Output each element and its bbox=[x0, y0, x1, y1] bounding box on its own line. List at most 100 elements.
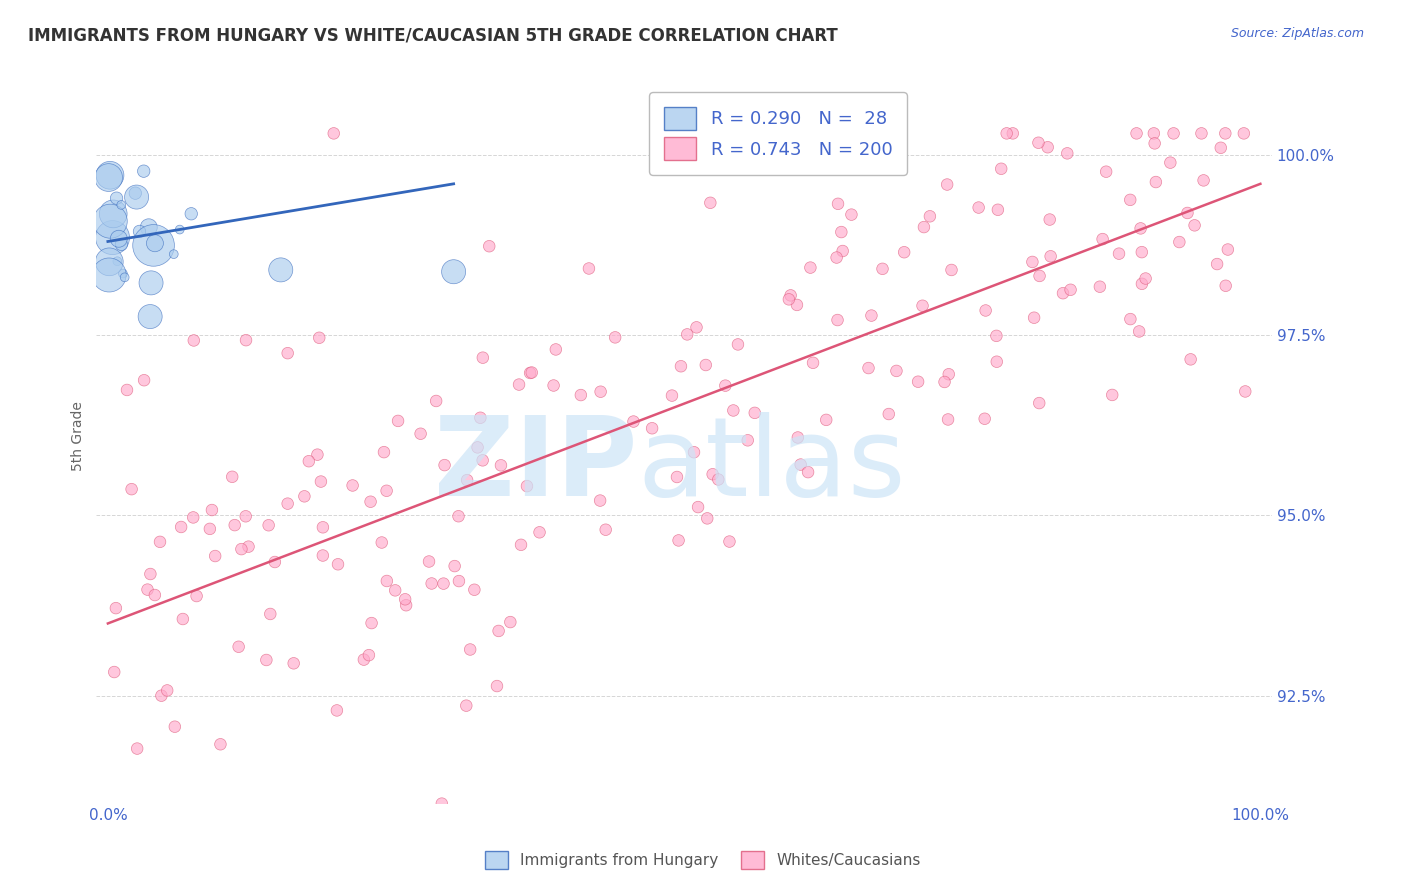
Point bbox=[936, 178, 959, 192]
Point bbox=[974, 303, 997, 318]
Point bbox=[827, 196, 849, 211]
Point bbox=[114, 270, 136, 285]
Point bbox=[1215, 278, 1237, 293]
Point bbox=[779, 288, 801, 302]
Point bbox=[1021, 255, 1043, 269]
Point bbox=[259, 607, 281, 621]
Point bbox=[1119, 312, 1142, 326]
Point bbox=[1108, 246, 1130, 260]
Point bbox=[699, 195, 721, 210]
Point bbox=[149, 534, 172, 549]
Point bbox=[425, 394, 447, 409]
Point bbox=[936, 412, 959, 426]
Point bbox=[683, 445, 706, 459]
Point bbox=[186, 589, 208, 603]
Point bbox=[841, 208, 863, 222]
Point bbox=[589, 384, 612, 399]
Point bbox=[986, 329, 1008, 343]
Point bbox=[110, 198, 132, 212]
Point bbox=[1209, 141, 1232, 155]
Point bbox=[101, 230, 124, 244]
Point bbox=[1119, 193, 1142, 207]
Point bbox=[443, 265, 465, 279]
Point bbox=[912, 220, 935, 235]
Text: ZIP: ZIP bbox=[433, 412, 637, 519]
Point bbox=[263, 555, 285, 569]
Point bbox=[420, 576, 443, 591]
Point bbox=[510, 538, 533, 552]
Point bbox=[1022, 310, 1045, 325]
Point bbox=[967, 201, 990, 215]
Point bbox=[180, 207, 202, 221]
Text: Source: ZipAtlas.com: Source: ZipAtlas.com bbox=[1230, 27, 1364, 40]
Point bbox=[221, 470, 243, 484]
Point bbox=[142, 238, 165, 252]
Point bbox=[1039, 249, 1062, 263]
Point bbox=[312, 520, 335, 534]
Point bbox=[181, 510, 204, 524]
Point bbox=[360, 494, 382, 508]
Point bbox=[136, 582, 159, 597]
Point bbox=[489, 458, 512, 473]
Point bbox=[418, 554, 440, 568]
Point bbox=[1001, 127, 1024, 141]
Point bbox=[872, 261, 894, 276]
Point bbox=[689, 127, 711, 141]
Point bbox=[702, 467, 724, 482]
Point bbox=[326, 558, 349, 572]
Point bbox=[686, 500, 709, 514]
Point bbox=[986, 355, 1008, 369]
Point bbox=[375, 483, 398, 498]
Point bbox=[789, 458, 811, 472]
Point bbox=[307, 448, 329, 462]
Point bbox=[228, 640, 250, 654]
Point bbox=[235, 333, 257, 347]
Point bbox=[1191, 127, 1213, 141]
Point bbox=[125, 190, 148, 204]
Point bbox=[172, 612, 194, 626]
Point bbox=[815, 413, 838, 427]
Point bbox=[254, 653, 277, 667]
Point bbox=[1159, 155, 1181, 169]
Point bbox=[516, 479, 538, 493]
Point bbox=[934, 375, 956, 389]
Point bbox=[665, 470, 688, 484]
Point bbox=[1052, 286, 1074, 301]
Point bbox=[623, 415, 645, 429]
Point bbox=[471, 351, 494, 365]
Point bbox=[1036, 140, 1059, 154]
Point bbox=[139, 310, 162, 324]
Point bbox=[105, 191, 128, 205]
Point bbox=[283, 657, 305, 671]
Point bbox=[143, 236, 166, 251]
Point bbox=[395, 599, 418, 613]
Point bbox=[257, 518, 280, 533]
Point bbox=[520, 366, 543, 380]
Point bbox=[485, 679, 508, 693]
Point bbox=[198, 522, 221, 536]
Point bbox=[387, 414, 409, 428]
Point bbox=[360, 616, 382, 631]
Point bbox=[827, 313, 849, 327]
Point bbox=[1129, 221, 1152, 235]
Point bbox=[589, 493, 612, 508]
Point bbox=[132, 164, 155, 178]
Point bbox=[432, 576, 454, 591]
Point bbox=[661, 388, 683, 402]
Point bbox=[115, 383, 138, 397]
Point bbox=[308, 331, 330, 345]
Point bbox=[860, 309, 883, 323]
Point bbox=[143, 588, 166, 602]
Point bbox=[778, 293, 800, 307]
Point bbox=[1143, 127, 1166, 141]
Point bbox=[294, 489, 316, 503]
Point bbox=[139, 276, 162, 290]
Point bbox=[707, 473, 730, 487]
Point bbox=[714, 378, 737, 392]
Point bbox=[1056, 146, 1078, 161]
Point bbox=[941, 263, 963, 277]
Point bbox=[499, 615, 522, 629]
Point bbox=[918, 209, 941, 223]
Point bbox=[209, 737, 232, 751]
Point bbox=[456, 473, 478, 487]
